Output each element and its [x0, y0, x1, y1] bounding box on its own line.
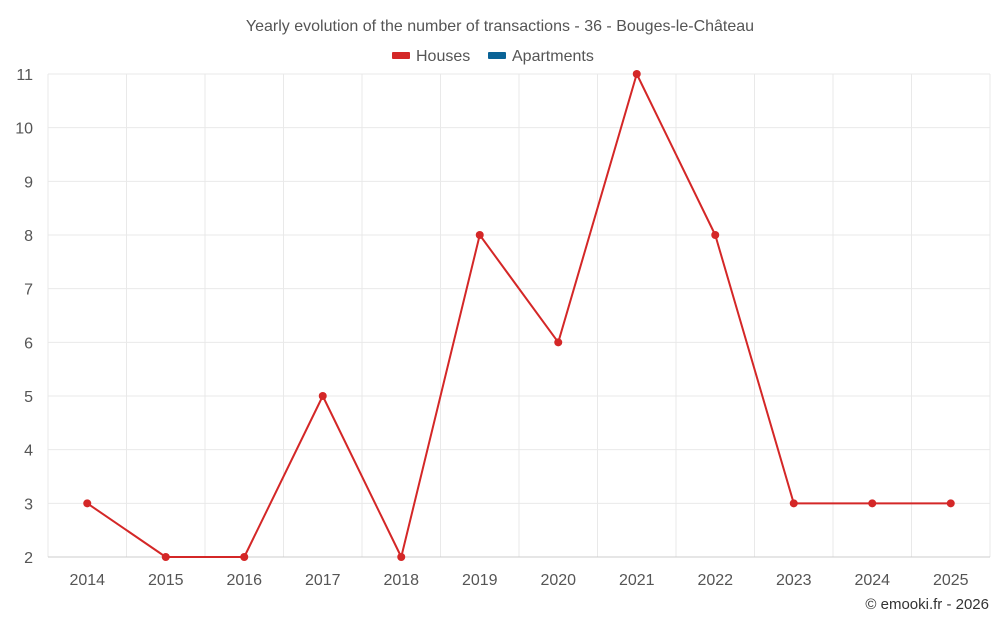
data-point-houses[interactable]	[711, 231, 720, 239]
x-axis: 2014 2015 2016 2017 2018 2019 2020 2021 2022 2023…	[48, 556, 990, 589]
y-tick-label: 8	[24, 228, 33, 245]
x-tick-label: 2016	[226, 572, 262, 589]
credit: © emooki.fr - 2026	[865, 596, 989, 613]
legend-label-houses: Houses	[416, 48, 470, 65]
data-point-houses[interactable]	[946, 499, 955, 508]
legend-swatch-apartments	[488, 52, 506, 59]
x-tick-label: 2014	[69, 572, 105, 589]
x-tick-label: 2024	[854, 572, 890, 589]
x-tick-label: 2015	[148, 572, 184, 589]
grid	[47, 73, 991, 558]
chart-title: Yearly evolution of the number of transa…	[246, 18, 754, 35]
legend-item-houses[interactable]: Houses	[392, 48, 470, 65]
x-tick-label: 2020	[540, 572, 576, 589]
data-point-houses[interactable]	[318, 392, 327, 400]
data-point-houses[interactable]	[632, 70, 641, 78]
series-houses	[83, 70, 955, 561]
legend-label-apartments: Apartments	[512, 48, 594, 65]
data-point-houses[interactable]	[83, 499, 92, 508]
data-point-houses[interactable]	[554, 338, 563, 347]
y-tick-label: 4	[24, 443, 33, 460]
x-tick-label: 2018	[383, 572, 419, 589]
y-tick-label: 9	[24, 174, 33, 191]
y-axis: 2 3 4 5 6 7 8 9 10 11	[15, 67, 33, 567]
x-tick-label: 2017	[305, 572, 341, 589]
legend-item-apartments[interactable]: Apartments	[488, 48, 594, 65]
y-tick-label: 5	[24, 389, 33, 406]
data-point-houses[interactable]	[397, 553, 406, 561]
data-point-houses[interactable]	[789, 499, 798, 508]
y-tick-label: 3	[24, 496, 33, 513]
x-tick-label: 2025	[933, 572, 969, 589]
y-tick-label: 7	[24, 282, 33, 299]
legend-swatch-houses	[392, 52, 410, 59]
series-line-houses	[86, 73, 951, 558]
y-tick-label: 6	[24, 335, 33, 352]
y-tick-label: 2	[24, 550, 33, 567]
data-point-houses[interactable]	[475, 231, 484, 239]
legend: Houses Apartments	[392, 48, 594, 65]
y-tick-label: 11	[16, 67, 33, 84]
data-point-houses[interactable]	[161, 553, 170, 561]
x-tick-label: 2021	[619, 572, 655, 589]
data-point-houses[interactable]	[240, 553, 249, 561]
x-tick-label: 2019	[462, 572, 498, 589]
x-tick-label: 2022	[697, 572, 733, 589]
data-point-houses[interactable]	[868, 499, 877, 508]
y-tick-label: 10	[15, 121, 33, 138]
x-tick-label: 2023	[776, 572, 812, 589]
